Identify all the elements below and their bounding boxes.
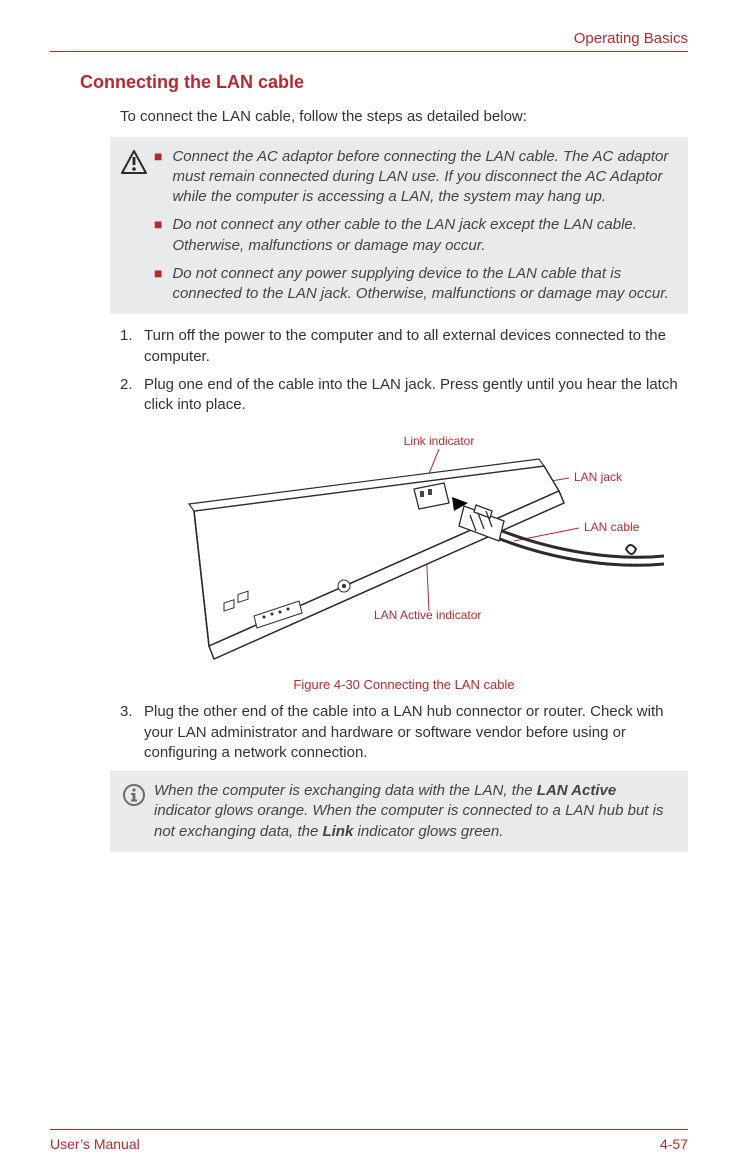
warning-item: ■Do not connect any power supplying devi… <box>154 264 676 305</box>
section-title: Connecting the LAN cable <box>80 72 688 93</box>
top-rule <box>50 51 688 52</box>
bullet-icon: ■ <box>154 147 162 208</box>
page-footer: User’s Manual 4-57 <box>50 1129 688 1152</box>
label-link-indicator: Link indicator <box>404 434 475 448</box>
info-text: When the computer is exchanging data wit… <box>154 781 676 842</box>
step-text: Plug the other end of the cable into a L… <box>144 702 688 763</box>
warning-callout: ■Connect the AC adaptor before connectin… <box>110 137 688 315</box>
intro-text: To connect the LAN cable, follow the ste… <box>120 107 688 127</box>
step-item: Plug the other end of the cable into a L… <box>120 702 688 763</box>
info-post: indicator glows green. <box>353 823 503 840</box>
info-bold-1: LAN Active <box>537 782 616 799</box>
lan-diagram: Link indicator LAN jack LAN cable LAN Ac… <box>144 431 664 671</box>
info-callout: When the computer is exchanging data wit… <box>110 771 688 852</box>
steps-list-1: Turn off the power to the computer and t… <box>120 326 688 423</box>
steps-list-2: Plug the other end of the cable into a L… <box>120 702 688 771</box>
figure: Link indicator LAN jack LAN cable LAN Ac… <box>120 431 688 692</box>
step-text: Plug one end of the cable into the LAN j… <box>144 375 688 416</box>
warning-item: ■Do not connect any other cable to the L… <box>154 215 676 256</box>
warning-item: ■Connect the AC adaptor before connectin… <box>154 147 676 208</box>
info-pre: When the computer is exchanging data wit… <box>154 782 537 799</box>
chapter-heading: Operating Basics <box>50 30 688 47</box>
info-icon <box>114 781 154 842</box>
bullet-icon: ■ <box>154 264 162 305</box>
label-lan-jack: LAN jack <box>574 470 623 484</box>
footer-left: User’s Manual <box>50 1136 140 1152</box>
figure-caption: Figure 4-30 Connecting the LAN cable <box>120 677 688 692</box>
footer-right: 4-57 <box>660 1136 688 1152</box>
warning-list: ■Connect the AC adaptor before connectin… <box>154 147 676 305</box>
label-lan-active: LAN Active indicator <box>374 608 481 622</box>
step-text: Turn off the power to the computer and t… <box>144 326 688 367</box>
caution-icon <box>114 147 154 305</box>
warning-text: Connect the AC adaptor before connecting… <box>172 147 676 208</box>
warning-text: Do not connect any power supplying devic… <box>172 264 676 305</box>
step-item: Turn off the power to the computer and t… <box>120 326 688 367</box>
label-lan-cable: LAN cable <box>584 520 640 534</box>
step-item: Plug one end of the cable into the LAN j… <box>120 375 688 416</box>
manual-page: Operating Basics Connecting the LAN cabl… <box>0 0 738 1172</box>
bullet-icon: ■ <box>154 215 162 256</box>
warning-text: Do not connect any other cable to the LA… <box>172 215 676 256</box>
bottom-rule <box>50 1129 688 1130</box>
info-bold-2: Link <box>322 823 353 840</box>
